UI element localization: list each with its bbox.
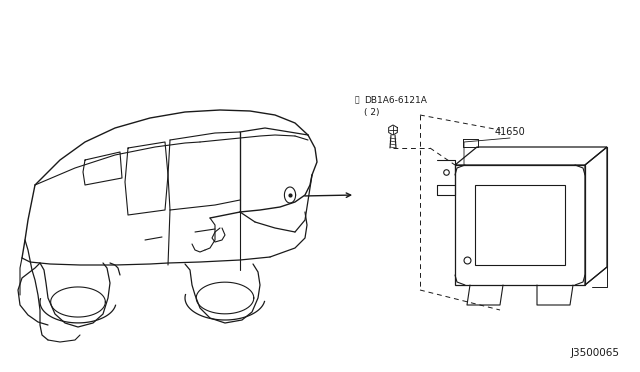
Text: 41650: 41650 xyxy=(495,127,525,137)
Text: DB1A6-6121A: DB1A6-6121A xyxy=(364,96,427,105)
Text: J3500065: J3500065 xyxy=(571,348,620,358)
Text: Ⓡ: Ⓡ xyxy=(355,96,360,105)
Text: ( 2): ( 2) xyxy=(364,108,380,116)
